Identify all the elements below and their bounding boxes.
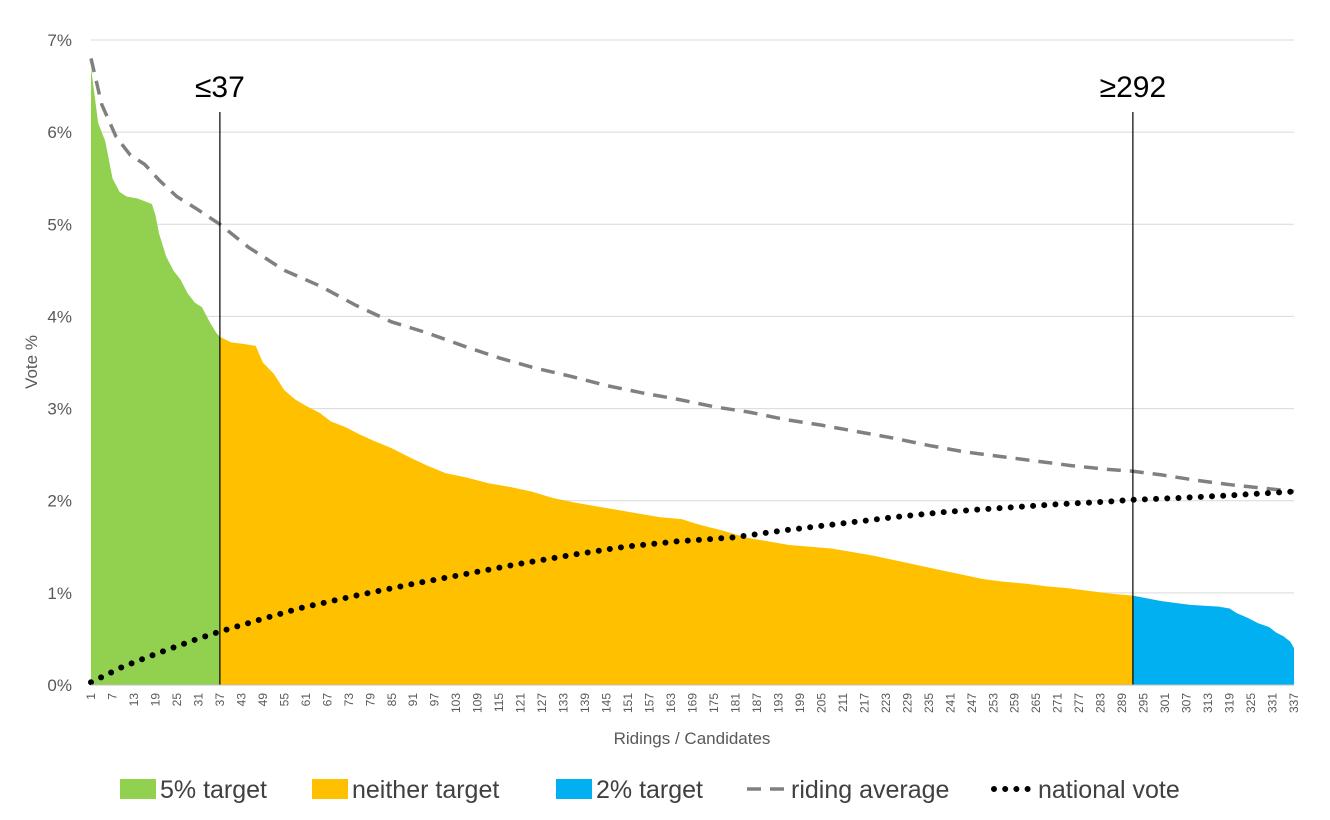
x-tick-label: 103 xyxy=(449,693,463,713)
x-tick-label: 145 xyxy=(600,693,614,713)
y-tick-labels: 0% 1% 2% 3% 4% 5% 6% 7% xyxy=(47,31,72,695)
legend-label-2-target: 2% target xyxy=(596,776,703,804)
x-tick-label: 169 xyxy=(686,693,700,713)
x-tick-label: 283 xyxy=(1094,693,1108,713)
x-tick-label: 79 xyxy=(363,693,377,707)
x-tick-label: 121 xyxy=(514,693,528,713)
x-tick-label: 31 xyxy=(191,693,205,707)
x-tick-label: 187 xyxy=(750,693,764,713)
legend-label-5-target: 5% target xyxy=(160,776,267,804)
x-tick-label: 19 xyxy=(148,693,162,707)
x-tick-label: 67 xyxy=(320,693,334,707)
x-tick-label: 49 xyxy=(256,693,270,707)
area-neither-target xyxy=(219,336,1133,685)
x-tick-label: 331 xyxy=(1266,693,1280,713)
x-tick-label: 55 xyxy=(277,693,291,707)
x-tick-label: 7 xyxy=(105,693,119,700)
line-riding-average xyxy=(89,58,1295,494)
y-tick-label: 6% xyxy=(47,123,72,142)
vote-areas xyxy=(91,67,1294,685)
threshold-label: ≤37 xyxy=(195,71,245,104)
y-tick-label: 3% xyxy=(47,400,72,419)
x-tick-label: 277 xyxy=(1072,693,1086,713)
x-tick-label: 241 xyxy=(943,693,957,713)
legend: 5% target neither target 2% target riding a… xyxy=(120,776,1180,804)
x-tick-label: 313 xyxy=(1201,693,1215,713)
x-tick-label: 157 xyxy=(643,693,657,713)
x-tick-label: 235 xyxy=(922,693,936,713)
threshold-markers: ≤37 ≥292 xyxy=(195,71,1166,685)
x-tick-label: 319 xyxy=(1223,693,1237,713)
x-tick-label: 139 xyxy=(578,693,592,713)
y-tick-label: 4% xyxy=(47,307,72,326)
x-tick-label: 295 xyxy=(1137,693,1151,713)
x-tick-label: 325 xyxy=(1244,693,1258,713)
legend-swatch-2-target xyxy=(556,779,592,799)
x-tick-label: 193 xyxy=(771,693,785,713)
threshold-label: ≥292 xyxy=(1100,71,1167,104)
y-tick-label: 2% xyxy=(47,492,72,511)
x-tick-label: 229 xyxy=(900,693,914,713)
y-tick-label: 0% xyxy=(47,676,72,695)
x-tick-label: 151 xyxy=(621,693,635,713)
legend-label-riding-average: riding average xyxy=(791,776,949,804)
x-tick-label: 259 xyxy=(1008,693,1022,713)
x-tick-label: 217 xyxy=(857,693,871,713)
x-tick-label: 211 xyxy=(836,693,850,712)
x-tick-label: 199 xyxy=(793,693,807,713)
average-lines xyxy=(88,58,1297,686)
x-tick-label: 115 xyxy=(492,693,506,712)
x-tick-labels: 1 7 13 19 25 31 37 43 49 55 61 67 73 79 85 91 97 103 109 11… xyxy=(84,693,1301,713)
x-tick-label: 73 xyxy=(342,693,356,707)
x-tick-label: 109 xyxy=(471,693,485,713)
y-tick-label: 5% xyxy=(47,215,72,234)
x-tick-label: 253 xyxy=(986,693,1000,713)
area-2-target xyxy=(1132,595,1294,685)
x-tick-label: 301 xyxy=(1158,693,1172,713)
x-tick-label: 1 xyxy=(84,693,98,700)
line-national-vote xyxy=(88,488,1297,686)
x-tick-label: 175 xyxy=(707,693,721,713)
x-tick-label: 223 xyxy=(879,693,893,713)
x-tick-label: 61 xyxy=(299,693,313,707)
legend-label-national-vote: national vote xyxy=(1038,776,1180,804)
x-tick-label: 247 xyxy=(965,693,979,713)
legend-swatch-5-target xyxy=(120,779,156,799)
x-tick-label: 97 xyxy=(428,693,442,707)
x-tick-label: 43 xyxy=(234,693,248,707)
x-tick-label: 271 xyxy=(1051,693,1065,713)
x-tick-label: 289 xyxy=(1115,693,1129,713)
x-tick-label: 85 xyxy=(385,693,399,707)
x-axis-title: Ridings / Candidates xyxy=(614,729,771,748)
legend-swatch-neither-target xyxy=(312,779,348,799)
x-tick-label: 265 xyxy=(1029,693,1043,713)
x-tick-label: 25 xyxy=(170,693,184,707)
x-tick-label: 337 xyxy=(1287,693,1301,713)
x-tick-label: 205 xyxy=(814,693,828,713)
x-tick-label: 133 xyxy=(557,693,571,713)
y-tick-label: 7% xyxy=(47,31,72,50)
x-tick-label: 163 xyxy=(664,693,678,713)
x-tick-label: 13 xyxy=(127,693,141,707)
x-tick-label: 307 xyxy=(1180,693,1194,713)
area-5-target xyxy=(91,67,220,685)
x-tick-label: 37 xyxy=(213,693,227,707)
legend-label-neither-target: neither target xyxy=(352,776,499,804)
x-tick-label: 181 xyxy=(728,693,742,713)
y-tick-label: 1% xyxy=(47,584,72,603)
x-tick-label: 127 xyxy=(535,693,549,713)
x-tick-label: 91 xyxy=(406,693,420,707)
y-axis-title: Vote % xyxy=(22,335,41,389)
